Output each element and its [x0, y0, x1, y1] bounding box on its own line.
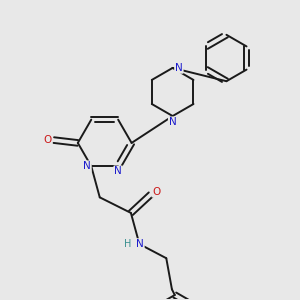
Text: H: H — [124, 239, 131, 249]
Text: N: N — [136, 239, 144, 249]
Text: N: N — [175, 63, 183, 73]
Text: N: N — [83, 161, 91, 171]
Text: N: N — [169, 117, 176, 127]
Text: O: O — [152, 187, 160, 197]
Text: N: N — [114, 166, 122, 176]
Text: O: O — [44, 135, 52, 145]
